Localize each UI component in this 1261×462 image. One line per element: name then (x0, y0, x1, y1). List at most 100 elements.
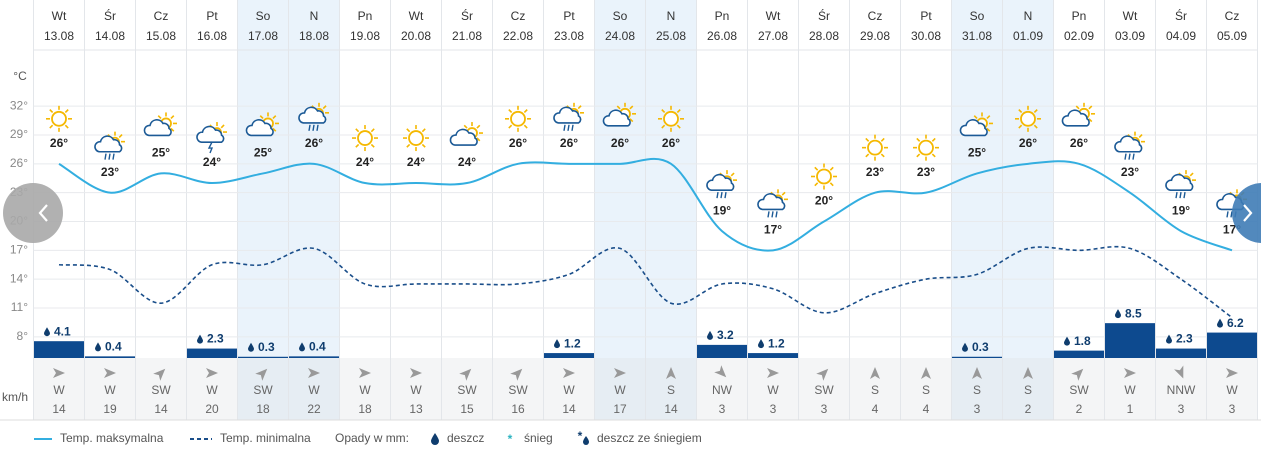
sun-ray (814, 166, 819, 171)
mixed-icon: * (578, 429, 583, 443)
sun-ray (1018, 124, 1023, 129)
sun-ray (170, 127, 175, 132)
date: 04.09 (1166, 29, 1196, 43)
max-temp-label: 25° (968, 146, 986, 160)
rain-drop (720, 191, 723, 199)
max-temp-label: 26° (1070, 136, 1088, 150)
mixed-drop (583, 436, 589, 445)
prev-button[interactable] (3, 183, 63, 243)
next-button[interactable] (1232, 183, 1261, 243)
date: 20.08 (401, 29, 431, 43)
wind-arrow (1174, 365, 1184, 379)
weekday: Pt (563, 9, 575, 23)
date: 18.08 (299, 29, 329, 43)
date: 21.08 (452, 29, 482, 43)
max-temp-label: 25° (152, 146, 170, 160)
wind-speed: 17 (613, 402, 627, 416)
sun (510, 110, 526, 127)
rain-drop (312, 124, 315, 131)
wind-direction: S (667, 383, 675, 397)
sun-ray (49, 109, 54, 114)
weekday: Wt (766, 9, 781, 23)
cloud (602, 109, 631, 127)
y-tick-label: 14° (10, 271, 28, 285)
max-temp-label: 26° (509, 136, 527, 150)
cloud (959, 119, 988, 137)
precip-bar (289, 356, 339, 358)
rain-drop (1128, 153, 1131, 160)
weather-icon (449, 122, 483, 146)
sun-ray (916, 137, 921, 142)
wind-arrow (921, 367, 931, 379)
date: 14.08 (95, 29, 125, 43)
cloud (449, 128, 478, 146)
wind-speed: 18 (358, 402, 372, 416)
max-temp-label: 24° (407, 155, 425, 169)
sun-ray (629, 105, 634, 110)
precip-bar (1156, 348, 1206, 358)
weekday: N (1024, 9, 1033, 23)
sun-ray (829, 166, 834, 171)
weekday: Wt (409, 9, 424, 23)
next-chevron (1243, 204, 1253, 222)
precip-drop (1166, 334, 1172, 344)
date: 24.08 (605, 29, 635, 43)
wind-speed: 3 (974, 402, 981, 416)
rain-drop (571, 124, 574, 131)
wind-direction: NW (712, 383, 733, 397)
sun-ray (1088, 105, 1093, 110)
date: 27.08 (758, 29, 788, 43)
wind-arrow (1023, 367, 1033, 379)
weekend-shade (237, 0, 289, 358)
wind-arrow (510, 368, 523, 381)
wind-arrow (53, 368, 65, 378)
precip-label: 2.3 (207, 332, 224, 346)
precip-label: 3.2 (717, 328, 734, 342)
max-temp-label: 23° (101, 165, 119, 179)
precip-label: 1.8 (1074, 334, 1091, 348)
precip-drop (554, 339, 560, 349)
y-tick-label: 26° (10, 156, 28, 170)
weather-icon (862, 134, 888, 161)
wind-speed: 4 (872, 402, 879, 416)
max-temp-label: 26° (50, 136, 68, 150)
rain-drop (1132, 153, 1135, 160)
snow-icon: * (508, 432, 513, 446)
wind-arrow (563, 368, 575, 378)
sun (408, 130, 424, 146)
max-temp-label: 26° (1019, 136, 1037, 150)
cloud (245, 119, 274, 137)
rain-drop (308, 124, 311, 131)
min-temp-line (58, 245, 1233, 319)
precip-drop (197, 334, 203, 344)
precip-bar (697, 344, 747, 358)
rain-drop (563, 124, 566, 131)
sun-ray (49, 124, 54, 129)
rain-drop (567, 124, 570, 131)
weekday: Pn (358, 9, 373, 23)
max-temp-label: 23° (1121, 165, 1139, 179)
weekday: Cz (511, 9, 526, 23)
precip-bar (34, 341, 84, 358)
rain-icon (431, 433, 439, 445)
sun-ray (406, 128, 411, 133)
rain-drop (767, 211, 770, 218)
sun-ray (986, 127, 991, 132)
precip-drop (95, 342, 101, 352)
weekend-shade (1002, 0, 1054, 358)
sun-ray (880, 153, 885, 158)
max-temp-label: 20° (815, 194, 833, 208)
wind-arrow (410, 368, 422, 378)
sun-ray (814, 182, 819, 187)
sun-ray (781, 191, 786, 196)
legend-mixed: deszcz ze śniegiem (597, 431, 702, 445)
wind-direction: W (206, 383, 218, 397)
sun-ray (476, 137, 481, 142)
sun-ray (931, 137, 936, 142)
precip-drop (1064, 336, 1070, 346)
bolt (207, 141, 214, 154)
date: 05.09 (1217, 29, 1247, 43)
weather-icon (298, 102, 329, 131)
precip-label: 1.2 (768, 336, 785, 350)
